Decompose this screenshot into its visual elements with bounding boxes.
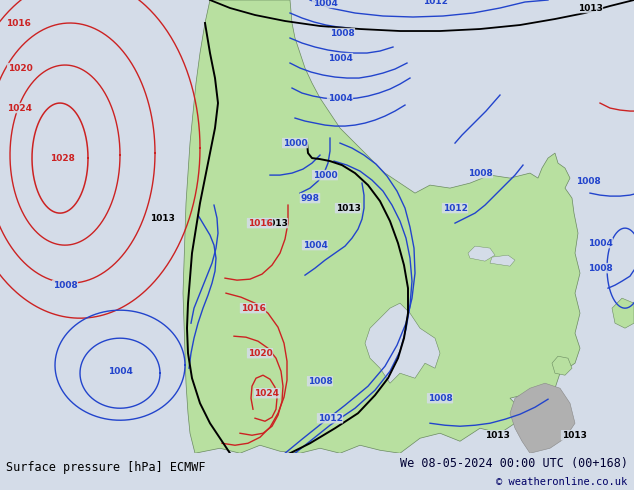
Text: 1004: 1004 [328,94,353,102]
Text: 1008: 1008 [427,394,453,403]
Text: 1012: 1012 [423,0,448,5]
Text: 998: 998 [301,194,320,202]
Text: 1004: 1004 [108,367,133,376]
Text: 1008: 1008 [307,377,332,386]
Text: 1028: 1028 [49,153,74,163]
Text: 1008: 1008 [330,28,354,38]
Text: 1013: 1013 [562,431,586,440]
Text: 1004: 1004 [313,0,337,7]
Text: 1016: 1016 [240,304,266,313]
Text: 1008: 1008 [588,264,612,272]
Polygon shape [552,356,572,375]
Text: 1013: 1013 [262,219,287,228]
Text: 1013: 1013 [484,431,510,440]
Polygon shape [468,246,495,261]
Polygon shape [490,255,515,266]
Text: © weatheronline.co.uk: © weatheronline.co.uk [496,477,628,487]
Text: 1013: 1013 [335,204,361,213]
Polygon shape [365,303,440,383]
Polygon shape [612,298,634,328]
Text: 1004: 1004 [328,53,353,63]
Text: 1012: 1012 [318,414,342,423]
Text: 1020: 1020 [248,349,273,358]
Text: 1013: 1013 [150,214,174,222]
Text: 1000: 1000 [283,139,307,147]
Text: Surface pressure [hPa] ECMWF: Surface pressure [hPa] ECMWF [6,461,206,474]
Text: 1016: 1016 [6,19,30,27]
Text: 1024: 1024 [8,103,32,113]
Text: 1008: 1008 [468,169,493,177]
Polygon shape [510,383,575,453]
Text: 1000: 1000 [313,171,337,180]
Text: 1008: 1008 [53,281,77,290]
Polygon shape [183,0,580,453]
Text: 1012: 1012 [443,204,467,213]
Text: 1024: 1024 [254,389,280,398]
Text: 1013: 1013 [578,3,602,13]
Text: 1020: 1020 [8,64,32,73]
Text: 1004: 1004 [588,239,612,247]
Text: 1004: 1004 [302,241,327,249]
Text: We 08-05-2024 00:00 UTC (00+168): We 08-05-2024 00:00 UTC (00+168) [399,457,628,470]
Text: 1016: 1016 [247,219,273,228]
Text: 1008: 1008 [576,176,600,186]
